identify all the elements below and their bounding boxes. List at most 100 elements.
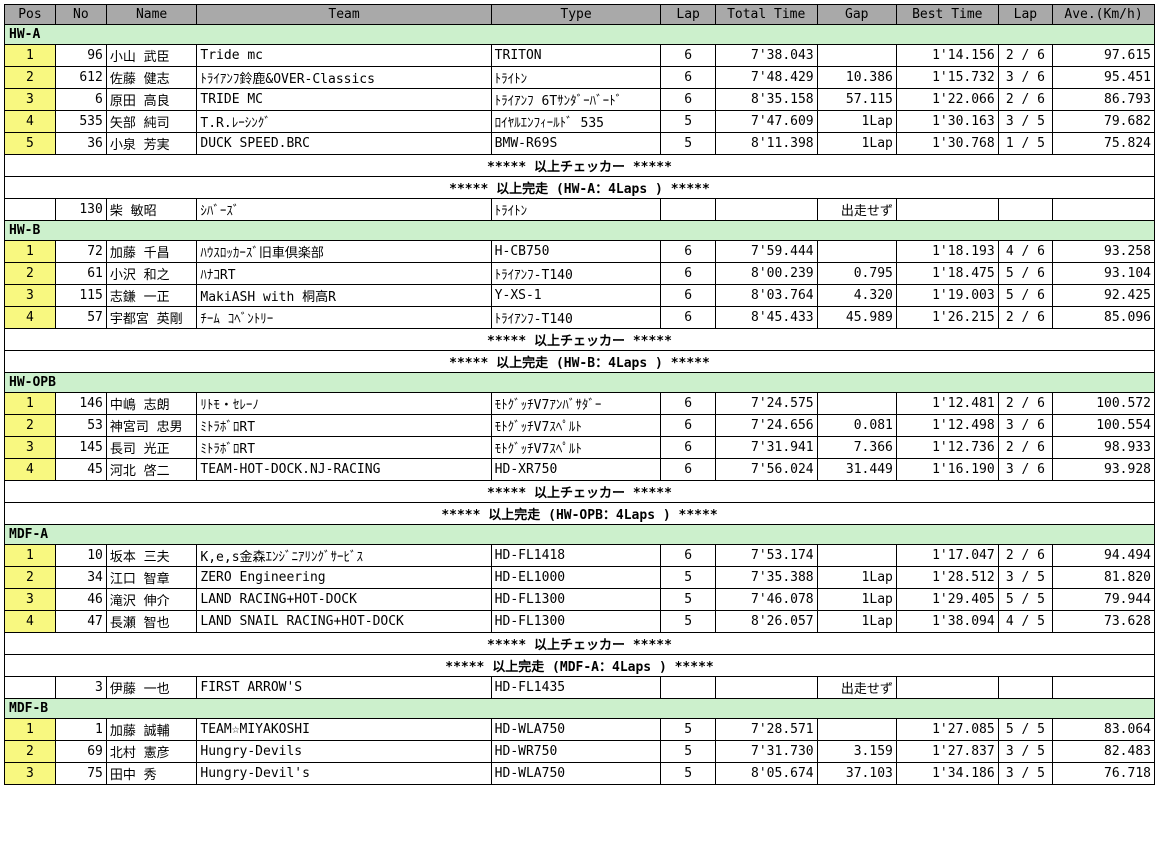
finish-row: ***** 以上完走 (HW-B：4Laps ) ***** [5,351,1155,373]
cell-best-time: 1'38.094 [896,611,998,633]
table-row: 3115志鎌 一正MakiASH with 桐高RY-XS-168'03.764… [5,285,1155,307]
checker-row-cell: ***** 以上チェッカー ***** [5,633,1155,655]
cell-pos: 5 [5,133,56,155]
cell-ave: 83.064 [1053,719,1155,741]
table-body: HW-A196小山 武臣Tride mcTRITON67'38.0431'14.… [5,25,1155,785]
cell-pos: 3 [5,89,56,111]
cell-name: 河北 啓二 [106,459,197,481]
table-row: 375田中 秀Hungry-Devil'sHD-WLA75058'05.6743… [5,763,1155,785]
cell-team: ﾁｰﾑ ｺﾍﾞﾝﾄﾘｰ [197,307,491,329]
cell-no: 145 [55,437,106,459]
cell-total-time: 7'28.571 [715,719,817,741]
cell-no: 47 [55,611,106,633]
cell-pos: 2 [5,741,56,763]
cell-type: ﾄﾗｲｱﾝﾌ 6Tｻﾝﾀﾞｰﾊﾞｰﾄﾞ [491,89,661,111]
cell-name: 志鎌 一正 [106,285,197,307]
cell-name: 柴 敏昭 [106,199,197,221]
cell-total-time: 7'24.656 [715,415,817,437]
cell-lap-best: 2 / 6 [998,437,1052,459]
cell-team: ﾐﾄﾗﾎﾞﾛRT [197,415,491,437]
cell-type: HD-FL1418 [491,545,661,567]
checker-row: ***** 以上チェッカー ***** [5,155,1155,177]
cell-team: ﾊｳｽﾛｯｶｰｽﾞ旧車倶楽部 [197,241,491,263]
cell-best-time: 1'18.193 [896,241,998,263]
cell-name: 神宮司 忠男 [106,415,197,437]
header-type: Type [491,5,661,25]
cell-type: HD-EL1000 [491,567,661,589]
cell-lap: 6 [661,263,715,285]
finish-row-cell: ***** 以上完走 (HW-OPB：4Laps ) ***** [5,503,1155,525]
cell-pos: 3 [5,285,56,307]
cell-pos: 2 [5,415,56,437]
cell-type: HD-FL1435 [491,677,661,699]
cell-type: Y-XS-1 [491,285,661,307]
cell-total-time [715,199,817,221]
cell-total-time: 8'03.764 [715,285,817,307]
cell-gap [817,393,896,415]
table-row: 447長瀬 智也LAND SNAIL RACING+HOT-DOCKHD-FL1… [5,611,1155,633]
cell-team: ﾄﾗｲｱﾝﾌ鈴鹿&OVER-Classics [197,67,491,89]
checker-row-cell: ***** 以上チェッカー ***** [5,481,1155,503]
cell-lap-best: 3 / 5 [998,567,1052,589]
cell-lap-best: 4 / 5 [998,611,1052,633]
cell-name: 佐藤 健志 [106,67,197,89]
cell-lap: 6 [661,241,715,263]
cell-ave [1053,677,1155,699]
cell-gap: 7.366 [817,437,896,459]
cell-lap: 5 [661,719,715,741]
cell-no: 612 [55,67,106,89]
cell-name: 長司 光正 [106,437,197,459]
cell-pos: 4 [5,111,56,133]
cell-team: TEAM☆MIYAKOSHI [197,719,491,741]
finish-row: ***** 以上完走 (HW-OPB：4Laps ) ***** [5,503,1155,525]
cell-no: 146 [55,393,106,415]
cell-no: 130 [55,199,106,221]
cell-total-time: 7'53.174 [715,545,817,567]
cell-team: DUCK SPEED.BRC [197,133,491,155]
cell-total-time: 7'38.043 [715,45,817,67]
cell-gap: 1Lap [817,611,896,633]
cell-ave: 81.820 [1053,567,1155,589]
header-lapb: Lap [998,5,1052,25]
table-row: 269北村 憲彦Hungry-DevilsHD-WR75057'31.7303.… [5,741,1155,763]
cell-best-time: 1'12.498 [896,415,998,437]
section-header-cell: MDF-A [5,525,1155,545]
cell-best-time: 1'16.190 [896,459,998,481]
cell-pos: 1 [5,45,56,67]
cell-type: HD-WR750 [491,741,661,763]
checker-row: ***** 以上チェッカー ***** [5,329,1155,351]
cell-best-time: 1'17.047 [896,545,998,567]
cell-lap: 6 [661,89,715,111]
cell-lap [661,199,715,221]
cell-no: 69 [55,741,106,763]
cell-lap-best: 5 / 6 [998,263,1052,285]
cell-total-time: 7'47.609 [715,111,817,133]
cell-no: 115 [55,285,106,307]
table-row: 346滝沢 伸介LAND RACING+HOT-DOCKHD-FL130057'… [5,589,1155,611]
section-header: MDF-B [5,699,1155,719]
cell-team: LAND SNAIL RACING+HOT-DOCK [197,611,491,633]
cell-no: 3 [55,677,106,699]
cell-gap: 45.989 [817,307,896,329]
cell-team: Hungry-Devils [197,741,491,763]
cell-best-time: 1'14.156 [896,45,998,67]
cell-ave: 73.628 [1053,611,1155,633]
finish-row-cell: ***** 以上完走 (HW-B：4Laps ) ***** [5,351,1155,373]
cell-best-time: 1'28.512 [896,567,998,589]
section-header-cell: HW-B [5,221,1155,241]
cell-lap: 6 [661,45,715,67]
cell-no: 75 [55,763,106,785]
cell-total-time: 7'48.429 [715,67,817,89]
checker-row-cell: ***** 以上チェッカー ***** [5,329,1155,351]
cell-type: HD-FL1300 [491,589,661,611]
cell-pos: 1 [5,719,56,741]
cell-team: TRIDE MC [197,89,491,111]
cell-no: 1 [55,719,106,741]
header-pos: Pos [5,5,56,25]
cell-name: 中嶋 志朗 [106,393,197,415]
cell-pos: 2 [5,67,56,89]
table-row: 3伊藤 一也FIRST ARROW'SHD-FL1435出走せず [5,677,1155,699]
cell-lap: 5 [661,741,715,763]
cell-name: 矢部 純司 [106,111,197,133]
cell-gap: 1Lap [817,133,896,155]
